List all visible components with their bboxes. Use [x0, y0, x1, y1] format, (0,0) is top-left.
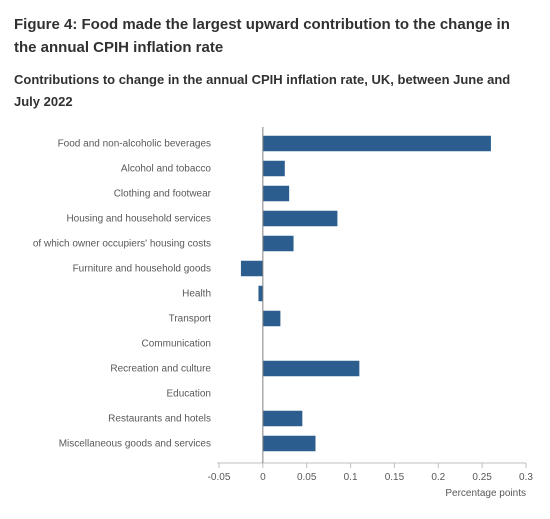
x-tick-label: 0.05 — [297, 472, 317, 483]
x-tick-label: 0 — [260, 472, 266, 483]
x-tick-label: 0.2 — [431, 472, 445, 483]
bar — [263, 136, 491, 152]
category-label: Miscellaneous goods and services — [59, 439, 211, 450]
x-tick-label: 0.25 — [472, 472, 492, 483]
x-tick-label: -0.05 — [208, 472, 231, 483]
category-label: Food and non-alcoholic beverages — [58, 139, 211, 150]
bar — [263, 186, 289, 202]
chart-area: Food and non-alcoholic beverages Alcohol … — [14, 127, 536, 507]
bar — [263, 361, 359, 377]
bar — [263, 236, 294, 252]
category-label: Health — [182, 289, 211, 300]
category-label: Housing and household services — [66, 214, 211, 225]
category-label: Transport — [169, 314, 212, 325]
figure-title: Figure 4: Food made the largest upward c… — [14, 14, 536, 59]
category-label: Recreation and culture — [110, 364, 211, 375]
x-tick-label: 0.3 — [519, 472, 533, 483]
x-tick-label: 0.1 — [344, 472, 358, 483]
category-label: Alcohol and tobacco — [121, 164, 212, 175]
bar-chart: Food and non-alcoholic beverages Alcohol … — [14, 127, 536, 507]
category-label: Furniture and household goods — [73, 264, 211, 275]
x-tick-label: 0.15 — [385, 472, 405, 483]
x-axis-title: Percentage points — [445, 488, 526, 499]
category-label: Restaurants and hotels — [108, 414, 211, 425]
category-label: of which owner occupiers' housing costs — [33, 239, 211, 250]
bar — [263, 161, 285, 177]
category-label: Clothing and footwear — [114, 189, 212, 200]
category-label: Communication — [142, 339, 211, 350]
bar — [263, 436, 316, 452]
bar — [258, 286, 262, 302]
bar — [263, 411, 302, 427]
bar — [263, 311, 281, 327]
bar — [263, 211, 338, 227]
bar — [241, 261, 263, 277]
figure-subtitle: Contributions to change in the annual CP… — [14, 69, 536, 113]
category-label: Education — [167, 389, 211, 400]
